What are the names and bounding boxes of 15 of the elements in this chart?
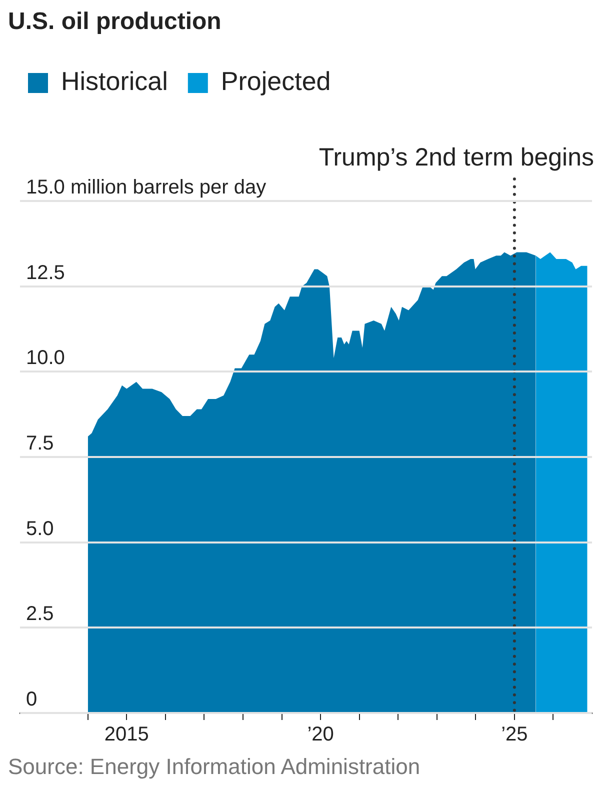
y-tick-label: 7.5	[26, 432, 54, 455]
source-note: Source: Energy Information Administration	[8, 754, 422, 780]
y-tick-label: 15.0 million barrels per day	[26, 176, 266, 199]
ref-line-label: Trump’s 2nd term begins	[318, 143, 594, 172]
y-tick-label: 10.0	[26, 347, 65, 370]
x-tick-label: ’25	[501, 724, 528, 746]
x-tick-label: 2015	[104, 724, 149, 746]
y-tick-label: 2.5	[26, 603, 54, 626]
legend-label: Projected	[220, 66, 331, 96]
y-tick-label: 12.5	[26, 262, 65, 284]
chart-title: U.S. oil production	[8, 8, 222, 36]
y-tick-label: 5.0	[26, 518, 54, 540]
legend-label: Historical	[61, 66, 168, 96]
x-tick-label: ’20	[307, 724, 334, 746]
y-tick-label: 0	[26, 688, 38, 711]
